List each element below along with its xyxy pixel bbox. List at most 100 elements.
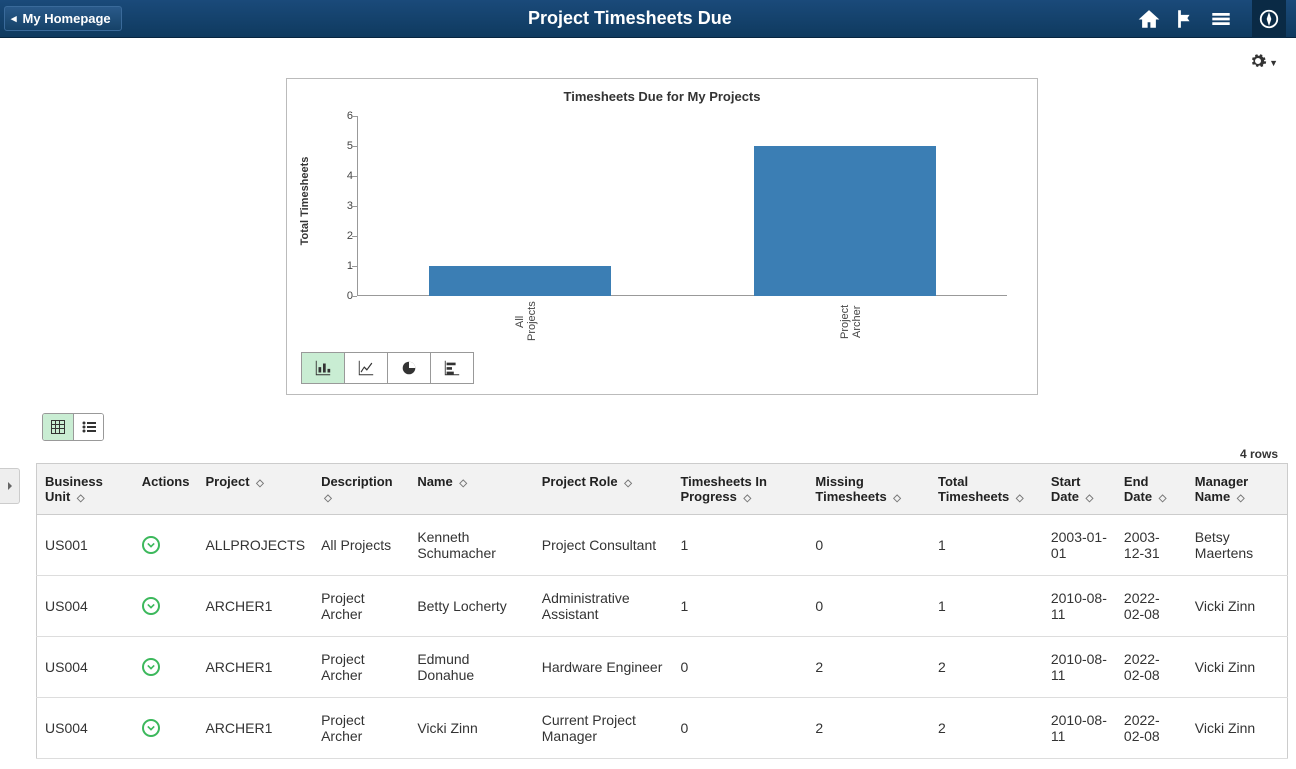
cell-project: ALLPROJECTS: [197, 515, 313, 576]
cell-role: Administrative Assistant: [534, 576, 673, 637]
table-row: US004ARCHER1Project ArcherVicki ZinnCurr…: [37, 698, 1288, 759]
cell-actions: [134, 515, 198, 576]
cell-project: ARCHER1: [197, 698, 313, 759]
cell-manager: Vicki Zinn: [1187, 698, 1288, 759]
ytick-label: 6: [335, 110, 353, 122]
cell-business-unit: US001: [37, 515, 134, 576]
chart-pie-button[interactable]: [387, 352, 431, 384]
cell-start-date: 2003-01-01: [1043, 515, 1116, 576]
header-bar: ◂ My Homepage Project Timesheets Due: [0, 0, 1296, 38]
table-header-cell[interactable]: Start Date ◇: [1043, 464, 1116, 515]
ytick-label: 1: [335, 260, 353, 272]
sort-icon: ◇: [77, 493, 85, 504]
cell-inprogress: 0: [672, 698, 807, 759]
table-header-cell[interactable]: Timesheets In Progress ◇: [672, 464, 807, 515]
sort-icon: ◇: [743, 493, 751, 504]
cell-description: Project Archer: [313, 637, 409, 698]
cell-missing: 2: [807, 698, 930, 759]
table-header-cell[interactable]: End Date ◇: [1116, 464, 1187, 515]
cell-description: Project Archer: [313, 698, 409, 759]
cell-end-date: 2022-02-08: [1116, 698, 1187, 759]
cell-manager: Vicki Zinn: [1187, 637, 1288, 698]
back-button[interactable]: ◂ My Homepage: [4, 6, 122, 31]
table-header-cell[interactable]: Missing Timesheets ◇: [807, 464, 930, 515]
cell-missing: 0: [807, 515, 930, 576]
cell-start-date: 2010-08-11: [1043, 576, 1116, 637]
table-header-cell[interactable]: Description ◇: [313, 464, 409, 515]
chart-hbar-button[interactable]: [430, 352, 474, 384]
grid-icon: [50, 419, 66, 435]
home-icon[interactable]: [1138, 8, 1160, 30]
table-header-cell[interactable]: Business Unit ◇: [37, 464, 134, 515]
gear-icon[interactable]: [1249, 52, 1267, 70]
cell-total: 1: [930, 515, 1043, 576]
compass-button[interactable]: [1252, 0, 1286, 38]
table-header-cell[interactable]: Project ◇: [197, 464, 313, 515]
table-header-cell[interactable]: Total Timesheets ◇: [930, 464, 1043, 515]
sort-icon: ◇: [1159, 493, 1167, 504]
row-actions-button[interactable]: [142, 719, 160, 737]
grid-view-button[interactable]: [43, 414, 73, 440]
ytick-label: 4: [335, 170, 353, 182]
chart-body: Total Timesheets 0123456All ProjectsProj…: [287, 106, 1037, 346]
ytick-mark: [352, 176, 357, 177]
cell-missing: 2: [807, 637, 930, 698]
cell-inprogress: 1: [672, 576, 807, 637]
ytick-mark: [352, 266, 357, 267]
data-table: Business Unit ◇ActionsProject ◇Descripti…: [36, 463, 1288, 759]
table-header-row: Business Unit ◇ActionsProject ◇Descripti…: [37, 464, 1288, 515]
back-label: My Homepage: [23, 11, 111, 26]
table-header-cell[interactable]: Name ◇: [409, 464, 533, 515]
cell-name: Betty Locherty: [409, 576, 533, 637]
row-actions-button[interactable]: [142, 658, 160, 676]
row-actions-button[interactable]: [142, 597, 160, 615]
table-header-cell[interactable]: Manager Name ◇: [1187, 464, 1288, 515]
bar-chart-icon: [314, 359, 332, 377]
sort-icon: ◇: [256, 478, 264, 489]
table-header-cell: Actions: [134, 464, 198, 515]
sort-icon: ◇: [624, 478, 632, 489]
ytick-mark: [352, 146, 357, 147]
expand-panel-button[interactable]: [0, 468, 20, 504]
cell-name: Edmund Donahue: [409, 637, 533, 698]
chart-bar[interactable]: [754, 146, 936, 296]
flag-icon[interactable]: [1174, 8, 1196, 30]
table-row: US004ARCHER1Project ArcherBetty Locherty…: [37, 576, 1288, 637]
sort-icon: ◇: [893, 493, 901, 504]
row-actions-button[interactable]: [142, 536, 160, 554]
cell-missing: 0: [807, 576, 930, 637]
cell-inprogress: 1: [672, 515, 807, 576]
table-header-cell[interactable]: Project Role ◇: [534, 464, 673, 515]
chevron-right-icon: [5, 481, 15, 491]
cell-name: Kenneth Schumacher: [409, 515, 533, 576]
cell-total: 2: [930, 637, 1043, 698]
chart-bar-button[interactable]: [301, 352, 345, 384]
cell-role: Hardware Engineer: [534, 637, 673, 698]
content-area: ▼ Timesheets Due for My Projects Total T…: [0, 38, 1296, 769]
compass-icon: [1258, 8, 1280, 30]
table-head: Business Unit ◇ActionsProject ◇Descripti…: [37, 464, 1288, 515]
menu-icon[interactable]: [1210, 8, 1232, 30]
ytick-mark: [352, 296, 357, 297]
pie-chart-icon: [400, 359, 418, 377]
chevron-left-icon: ◂: [11, 12, 17, 25]
ytick-mark: [352, 206, 357, 207]
sort-icon: ◇: [324, 493, 332, 504]
ytick-label: 5: [335, 140, 353, 152]
cell-role: Project Consultant: [534, 515, 673, 576]
cell-manager: Betsy Maertens: [1187, 515, 1288, 576]
cell-business-unit: US004: [37, 576, 134, 637]
chart-title: Timesheets Due for My Projects: [287, 79, 1037, 106]
sort-icon: ◇: [1086, 493, 1094, 504]
cell-actions: [134, 576, 198, 637]
table-row: US001ALLPROJECTSAll ProjectsKenneth Schu…: [37, 515, 1288, 576]
cell-inprogress: 0: [672, 637, 807, 698]
chevron-down-icon: [147, 541, 155, 549]
sort-icon: ◇: [459, 478, 467, 489]
gear-dropdown-icon[interactable]: ▼: [1269, 58, 1278, 70]
chart-line-button[interactable]: [344, 352, 388, 384]
chart-ylabel: Total Timesheets: [299, 157, 311, 246]
list-view-button[interactable]: [73, 414, 103, 440]
chart-bar[interactable]: [429, 266, 611, 296]
ytick-mark: [352, 236, 357, 237]
